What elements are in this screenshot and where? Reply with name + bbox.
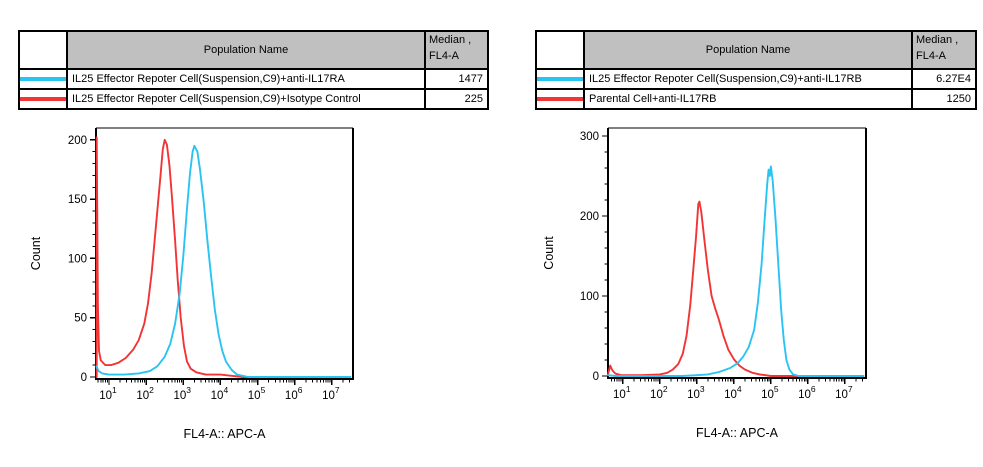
x-tick-label: 102 [650, 384, 668, 401]
series-curve-red [607, 200, 865, 377]
y-tick-label: 50 [74, 313, 87, 325]
y-tick-label: 100 [580, 291, 599, 303]
legend-header-row: Population Name Median , FL4-A [19, 31, 488, 69]
population-name: IL25 Effector Repoter Cell(Suspension,C9… [584, 69, 912, 89]
population-name: IL25 Effector Repoter Cell(Suspension,C9… [67, 89, 425, 109]
series-curve-red [95, 136, 352, 378]
legend-swatch-cell [19, 69, 67, 89]
legend-median-header-line1: Median , [916, 34, 959, 46]
x-tick-label: 107 [322, 385, 340, 402]
median-value: 1250 [912, 89, 976, 109]
y-tick-label: 100 [68, 253, 87, 265]
y-axis-title: Count [29, 236, 43, 270]
legend-swatch-cell [536, 89, 584, 109]
series-curve-cyan [95, 144, 352, 378]
median-value: 6.27E4 [912, 69, 976, 89]
y-tick-label: 150 [68, 194, 87, 206]
y-tick-label: 200 [580, 211, 599, 223]
flow-histogram-left: 101 102 103 104 105 106 107 0 50 100 150 200FL4-A::… [29, 127, 354, 441]
population-name: IL25 Effector Repoter Cell(Suspension,C9… [67, 69, 425, 89]
series-color-swatch-red [20, 97, 66, 101]
legend-swatch-cell [536, 69, 584, 89]
x-tick-label: 104 [724, 384, 742, 401]
x-tick-label: 103 [687, 384, 705, 401]
legend-median-header-line2: FL4-A [916, 50, 946, 62]
x-tick-label: 103 [174, 385, 192, 402]
legend-population-header: Population Name [67, 31, 425, 69]
legend-row: Parental Cell+anti-IL17RB 1250 [536, 89, 976, 109]
legend-row: IL25 Effector Repoter Cell(Suspension,C9… [19, 89, 488, 109]
x-tick-label: 105 [248, 385, 266, 402]
legend-population-header: Population Name [584, 31, 912, 69]
legend-row: IL25 Effector Repoter Cell(Suspension,C9… [536, 69, 976, 89]
legend-header-row: Population Name Median , FL4-A [536, 31, 976, 69]
x-tick-label: 107 [835, 384, 853, 401]
y-tick-label: 200 [68, 135, 87, 147]
x-axis-title: FL4-A:: APC-A [184, 427, 267, 441]
legend-swatch-cell [19, 89, 67, 109]
series-color-swatch-cyan [20, 77, 66, 81]
population-name: Parental Cell+anti-IL17RB [584, 89, 912, 109]
y-axis-title: Count [542, 236, 556, 270]
median-value: 1477 [425, 69, 488, 89]
legend-median-header-line2: FL4-A [429, 50, 459, 62]
legend-table-left: Population Name Median , FL4-A IL25 Effe… [18, 30, 489, 110]
x-tick-label: 101 [613, 384, 631, 401]
x-tick-label: 102 [136, 385, 154, 402]
legend-swatch-header-cell [19, 31, 67, 69]
legend-row: IL25 Effector Repoter Cell(Suspension,C9… [19, 69, 488, 89]
x-tick-label: 106 [798, 384, 816, 401]
series-curve-cyan [607, 165, 865, 377]
median-value: 225 [425, 89, 488, 109]
legend-table-right: Population Name Median , FL4-A IL25 Effe… [535, 30, 977, 110]
series-color-swatch-red [537, 97, 583, 101]
series-color-swatch-cyan [537, 77, 583, 81]
y-tick-label: 0 [593, 371, 599, 383]
legend-median-header-line1: Median , [429, 34, 472, 46]
x-axis-title: FL4-A:: APC-A [696, 426, 779, 440]
y-tick-label: 300 [580, 131, 599, 143]
y-tick-label: 0 [81, 372, 87, 384]
legend-median-header: Median , FL4-A [425, 31, 488, 69]
x-tick-label: 105 [761, 384, 779, 401]
x-tick-label: 101 [99, 385, 117, 402]
x-tick-label: 106 [285, 385, 303, 402]
legend-swatch-header-cell [536, 31, 584, 69]
x-tick-label: 104 [211, 385, 229, 402]
legend-median-header: Median , FL4-A [912, 31, 976, 69]
